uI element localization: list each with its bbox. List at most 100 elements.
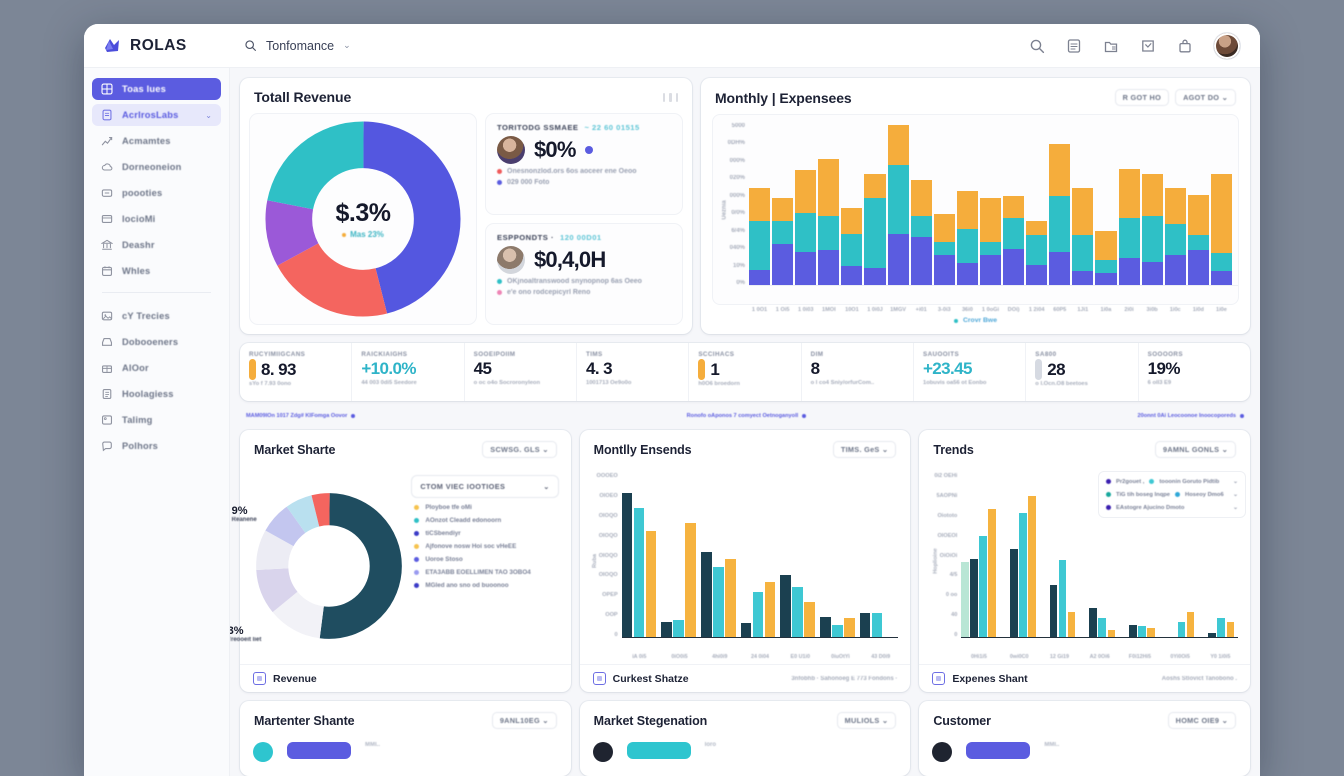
status-badge[interactable] — [626, 742, 691, 759]
sidebar-item-5[interactable]: locioMi — [92, 208, 221, 230]
search-box[interactable]: Tonfomance ⌄ — [244, 39, 351, 53]
sidebar-item-3[interactable]: Dorneoneion — [92, 156, 221, 178]
sidebar-item-10[interactable]: AlOor — [92, 357, 221, 379]
status-badge[interactable] — [287, 742, 351, 759]
expenses-chart[interactable]: Ueznia 5000 0DH% 000% 020% 000% 0/0% 6/4… — [713, 115, 1238, 304]
bar-group[interactable] — [780, 473, 816, 638]
bar-stack[interactable] — [841, 123, 863, 286]
kpi-card[interactable]: DIM 8 o l co4 Sniy/orfurCom.. — [802, 343, 914, 401]
bar-stack[interactable] — [1095, 123, 1117, 286]
filter-dropdown[interactable]: MULIOLS ⌄ — [836, 712, 897, 729]
bar-group[interactable] — [859, 473, 895, 638]
kpi-card[interactable]: SA800 28 o l.Ocn.O8 beetoes — [1026, 343, 1139, 401]
sidebar-item-6[interactable]: Deashr — [92, 234, 221, 256]
kpi-card[interactable]: SOOEIPOIIM 45 o oc o4o Socroronyleon — [465, 343, 577, 401]
sidebar-item-13[interactable]: Polhors — [92, 435, 221, 457]
brand[interactable]: ROLAS — [84, 24, 230, 68]
legend-label: Ajfonove nosw Hoi soc vHeEE — [425, 543, 517, 550]
bar-group[interactable] — [1199, 473, 1235, 638]
kpi-card[interactable]: RUCYIMIIGCANS 8. 93 sYo f 7.93 0ono — [240, 343, 353, 401]
kpi-card[interactable]: SCCIHACS 1 h0O6 broedorn — [689, 343, 802, 401]
sidebar-item-8[interactable]: cY Trecies — [92, 305, 221, 327]
bar-stack[interactable] — [795, 123, 817, 286]
kpi-card[interactable]: TIMS 4. 3 1001713 Oe9o0o — [577, 343, 690, 401]
bar-stack[interactable] — [1141, 123, 1163, 286]
bar-group[interactable] — [740, 473, 776, 638]
kpi-card[interactable]: SAUOOITS +23.45 1obuvis oa56 ot Eonbo — [914, 343, 1027, 401]
legend-item[interactable]: Ployboe tfe oMi — [414, 504, 558, 511]
bar-stack[interactable] — [1026, 123, 1048, 286]
bar-group[interactable] — [1041, 473, 1076, 638]
revenue-donut-chart[interactable]: $.3% Mas 23% — [265, 121, 461, 317]
more-options-icon[interactable] — [662, 92, 678, 102]
bar-group[interactable] — [661, 473, 697, 638]
bar-stack[interactable] — [1118, 123, 1140, 286]
legend-row[interactable]: EAstogre Ajucino Dmoto ⌄ — [1106, 504, 1238, 511]
footer-label-group[interactable]: Expenes Shant — [932, 672, 1028, 685]
bar-group[interactable] — [1120, 473, 1155, 638]
bar-stack[interactable] — [818, 123, 840, 286]
sidebar-item-11[interactable]: Hoolagiess — [92, 383, 221, 405]
bar-group[interactable] — [1160, 473, 1195, 638]
bar-stack[interactable] — [956, 123, 978, 286]
bar-group[interactable] — [820, 473, 855, 638]
bar-stack[interactable] — [979, 123, 1002, 286]
bar-stack[interactable] — [864, 123, 886, 286]
view-options-dropdown[interactable]: CTOM VIEC IOOTIOES ⌄ — [411, 475, 559, 498]
range-pill[interactable]: R GOT HO — [1114, 89, 1170, 106]
legend-item[interactable]: MGled ano sno od buoonoo — [414, 582, 558, 589]
sidebar-item-4[interactable]: poooties — [92, 182, 221, 204]
bar-stack[interactable] — [772, 123, 794, 286]
filter-dropdown[interactable]: 9AMNL GONLS ⌄ — [1155, 441, 1237, 458]
bar-group[interactable] — [961, 473, 997, 638]
legend-item[interactable]: AOnzot Cleadd edonoorn — [414, 517, 558, 524]
bar-stack[interactable] — [1072, 123, 1094, 286]
mini-stat-card[interactable]: TORITODG SSMAEE ~ 22 60 01515 $0% — [486, 114, 682, 214]
legend-item[interactable]: Ajfonove nosw Hoi soc vHeEE — [414, 543, 558, 550]
bar-stack[interactable] — [887, 123, 909, 286]
footer-label-group[interactable]: Revenue — [253, 672, 317, 685]
bar-group[interactable] — [1001, 473, 1036, 638]
legend-item[interactable]: ETA3ABB EOELLIMEN TAO 3OBO4 — [414, 569, 558, 576]
sidebar-item-1[interactable]: AcrIrosLabs ⌄ — [92, 104, 221, 126]
search-icon[interactable] — [1029, 38, 1045, 54]
bar-group[interactable] — [621, 473, 657, 638]
legend-row[interactable]: TiG tih boseg Inqpe Hoseoy Dmo6 ⌄ — [1106, 491, 1238, 498]
filter-dropdown[interactable]: TIMS. GeS ⌄ — [832, 441, 897, 458]
filter-dropdown[interactable]: SCWSG. GLS ⌄ — [482, 441, 557, 458]
sidebar-item-0[interactable]: Toas lues — [92, 78, 221, 100]
bar-stack[interactable] — [1003, 123, 1025, 286]
sidebar-item-2[interactable]: Acmamtes — [92, 130, 221, 152]
bar-stack[interactable] — [933, 123, 955, 286]
bar-group[interactable] — [701, 473, 736, 638]
folder-icon[interactable] — [1103, 38, 1119, 54]
kpi-card[interactable]: SOOOORS 19% 6 olI3 E9 — [1139, 343, 1250, 401]
legend-row[interactable]: Pr2gouet , tooonin Goruto Pidtib ⌄ — [1106, 478, 1238, 485]
sidebar-item-9[interactable]: Dobooeners — [92, 331, 221, 353]
sidebar-item-12[interactable]: Talimg — [92, 409, 221, 431]
report-icon[interactable] — [1066, 38, 1082, 54]
grouped-bar-chart[interactable]: Ruba OOOEO OIOEO OIOQO OIOQO OIOQO OIOQO OPEP O… — [592, 467, 899, 664]
filter-dropdown[interactable]: AGOT DO ⌄ — [1175, 89, 1236, 106]
kpi-card[interactable]: RAICKIAIGHS +10.0% 44 003 0di5 Seedore — [352, 343, 465, 401]
trends-chart[interactable]: Hoplioine 0i2 OEHi 5AOPNi Oiototo OIOEOI OiO… — [931, 467, 1238, 664]
mini-stat-card[interactable]: ESPPONDTS · 120 00D01 $0,4,0H OKjnoaltra — [486, 224, 682, 324]
bar-stack[interactable] — [749, 123, 771, 286]
bar-stack[interactable] — [1049, 123, 1071, 286]
bag-icon[interactable] — [1177, 38, 1193, 54]
legend-item[interactable]: Uoroe Stoso — [414, 556, 558, 563]
footer-label-group[interactable]: Curkest Shatze — [592, 672, 689, 685]
filter-dropdown[interactable]: HOMC OIE9 ⌄ — [1167, 712, 1237, 729]
market-share-chart[interactable]: 9% Reanene 3% Treooeit Iiet — [230, 467, 405, 664]
filter-dropdown[interactable]: 9ANL10EG ⌄ — [491, 712, 557, 729]
bar-stack[interactable] — [1210, 123, 1232, 286]
bar-stack[interactable] — [910, 123, 932, 286]
status-badge[interactable] — [966, 742, 1031, 759]
bar-stack[interactable] — [1187, 123, 1209, 286]
bar-stack[interactable] — [1164, 123, 1186, 286]
bar-group[interactable] — [1080, 473, 1116, 638]
sidebar-item-7[interactable]: Whles — [92, 260, 221, 282]
legend-item[interactable]: tiCSbendiyr — [414, 530, 558, 537]
note-icon[interactable] — [1140, 38, 1156, 54]
avatar[interactable] — [1214, 32, 1240, 59]
